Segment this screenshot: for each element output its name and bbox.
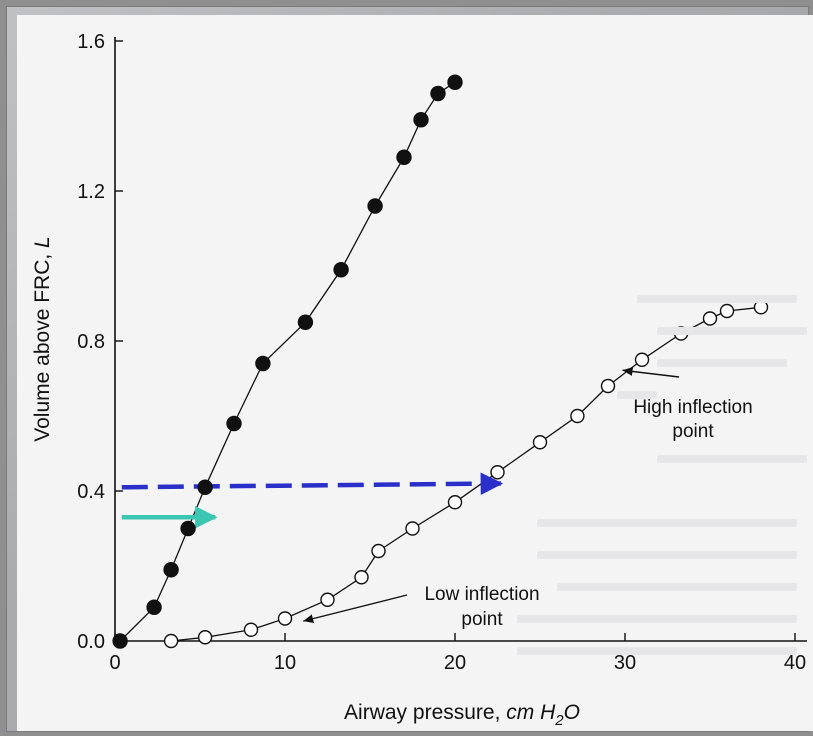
filled-data-point [163, 562, 179, 578]
open-data-point [447, 495, 463, 510]
open-data-point [320, 592, 335, 607]
filled-data-point [180, 520, 196, 537]
open-data-point [371, 543, 386, 559]
blue-dashed-arrow [121, 472, 504, 495]
slide-frame: 0 10 20 30 40 0.0 0.4 0.8 1.2 1.6 Airway pressure… [6, 6, 813, 732]
filled-data-point [197, 479, 213, 495]
open-data-point [702, 311, 718, 326]
pressure-volume-chart: 0 10 20 30 40 0.0 0.4 0.8 1.2 1.6 Airway pressure… [31, 31, 807, 729]
y-tick-label: 0.4 [77, 481, 105, 503]
open-data-point [719, 303, 735, 319]
open-data-point [243, 622, 259, 637]
annotation-high-inflection-line2: point [672, 421, 714, 442]
filled-data-point [112, 633, 128, 649]
filled-data-point [146, 599, 162, 615]
y-axis-label: Volume above FRC, L [31, 236, 54, 441]
series-line-1 [119, 81, 456, 642]
open-data-point [405, 521, 420, 536]
open-data-point [197, 630, 213, 645]
filled-data-point [396, 149, 412, 165]
filled-data-point [226, 415, 242, 432]
open-data-point [277, 611, 293, 626]
axes [114, 37, 807, 642]
annotation-low-inflection-arrow [303, 594, 408, 624]
x-tick-label: 10 [274, 652, 296, 674]
open-data-point [490, 465, 505, 480]
x-tick-label: 40 [784, 652, 806, 674]
y-tick-label: 0.0 [77, 631, 105, 653]
x-axis-label: Airway pressure, cm H2O [344, 701, 580, 729]
x-tick-label: 0 [109, 652, 120, 674]
open-data-point [570, 408, 585, 424]
y-tick-label: 1.6 [77, 31, 105, 53]
open-data-point [354, 570, 369, 585]
open-data-point [163, 633, 179, 649]
open-data-point [600, 378, 616, 394]
annotation-high-inflection-line1: High inflection [633, 397, 752, 418]
plot-panel: 0 10 20 30 40 0.0 0.4 0.8 1.2 1.6 Airway pressure… [17, 15, 813, 731]
annotation-high-inflection-arrow [622, 366, 680, 378]
x-tick-label: 30 [614, 652, 636, 674]
filled-data-point [333, 262, 349, 278]
annotation-low-inflection-line2: point [461, 609, 503, 630]
y-tick-label: 0.8 [77, 331, 105, 353]
filled-data-point [297, 314, 314, 330]
filled-data-point [367, 198, 383, 214]
y-tick-label: 1.2 [77, 181, 105, 203]
filled-data-point [430, 85, 446, 102]
open-data-point [532, 435, 548, 450]
annotation-low-inflection-line1: Low inflection [424, 584, 539, 605]
x-tick-label: 20 [444, 652, 466, 674]
open-data-point [634, 352, 650, 367]
filled-data-point [447, 74, 463, 90]
filled-data-point [413, 112, 429, 128]
filled-data-point [255, 355, 271, 372]
